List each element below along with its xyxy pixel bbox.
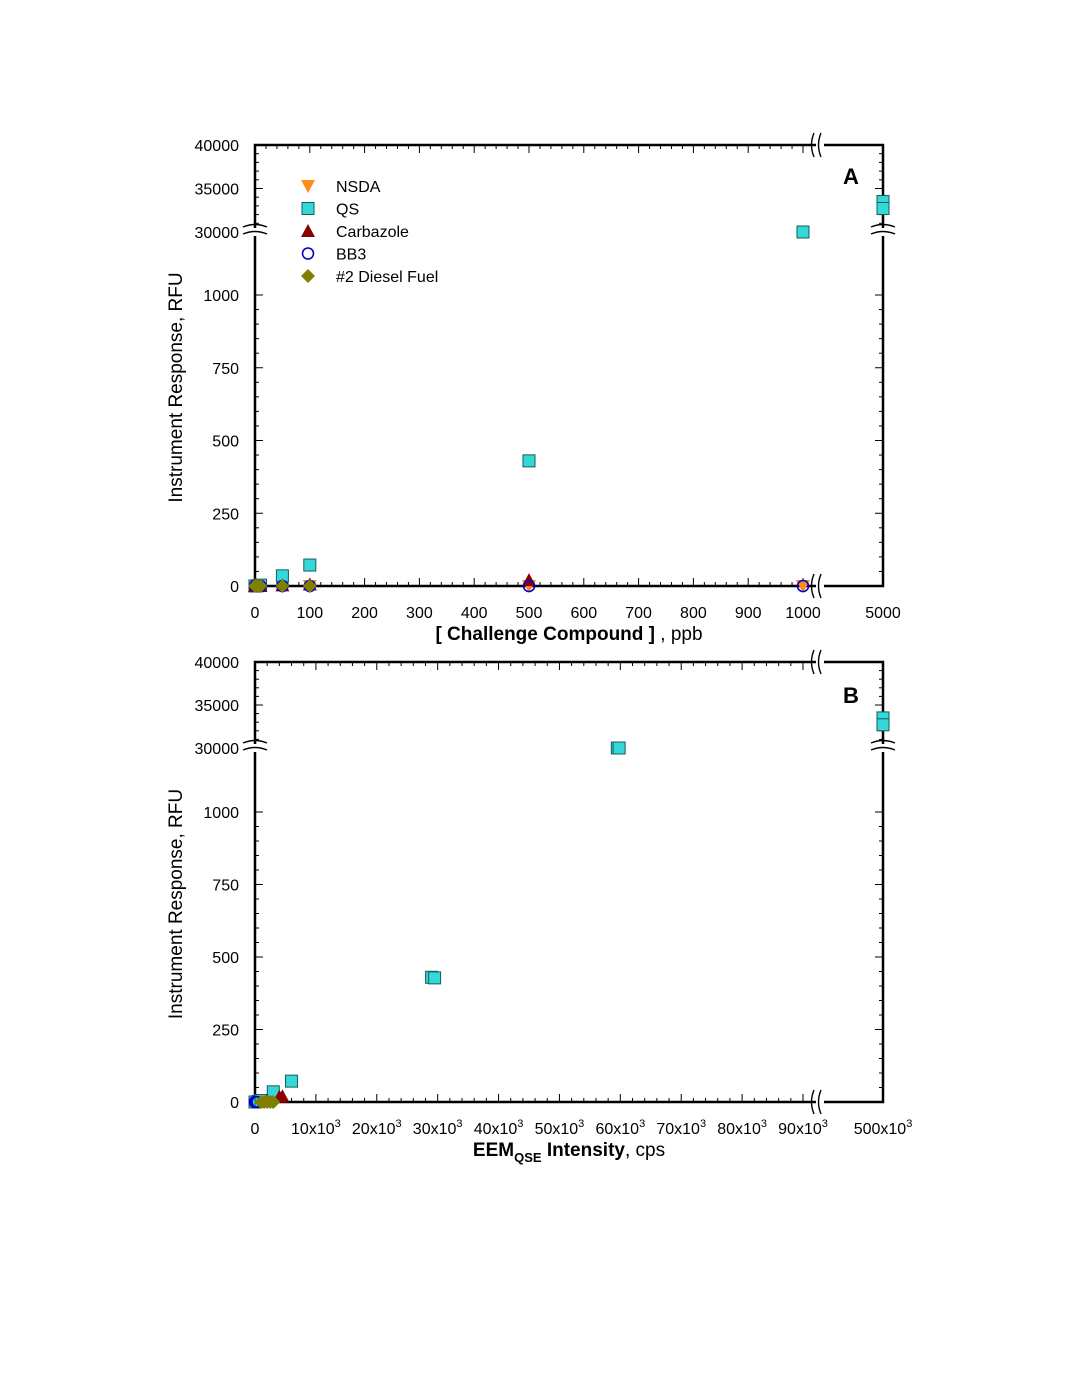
x-axis-break-bottom: [810, 573, 824, 599]
x-tick-label: 600: [570, 605, 597, 622]
plot-frame: [253, 143, 885, 588]
x-tick-label: 300: [406, 605, 433, 622]
x-tick-label: 500x103: [854, 1118, 913, 1138]
y-tick-label: 35000: [195, 182, 240, 199]
data-point: [796, 225, 810, 239]
chart-panel-a: 0 250 500 750 1000 30000 35000 40000 0 100 200 300 4…: [166, 132, 901, 645]
x-tick-label: 5000: [865, 605, 901, 622]
panel-letter: A: [843, 164, 859, 189]
x-tick-label: 1000: [785, 605, 821, 622]
data-point: [275, 579, 290, 593]
x-tick-label: 50x103: [535, 1118, 585, 1138]
legend-marker: [301, 269, 315, 283]
x-tick-label: 100: [296, 605, 323, 622]
data-point: [522, 573, 536, 587]
y-tick-label: 35000: [195, 698, 240, 715]
data-point: [876, 718, 890, 732]
legend-marker: [301, 247, 315, 260]
x-tick-label: 60x103: [595, 1118, 645, 1138]
y-tick-label: 30000: [195, 741, 240, 758]
data-point: [612, 741, 626, 755]
x-tick-label: 900: [735, 605, 762, 622]
data-point: [522, 579, 536, 593]
y-tick-label: 1000: [203, 288, 239, 305]
legend-label: #2 Diesel Fuel: [336, 269, 438, 286]
data-point: [796, 580, 810, 593]
x-tick-label: 80x103: [717, 1118, 767, 1138]
y-tick-label: 750: [212, 361, 239, 378]
x-axis-title: EEMQSE Intensity, cps: [473, 1140, 665, 1165]
y-tick-label: 0: [230, 579, 239, 596]
x-tick-label: 800: [680, 605, 707, 622]
data-point: [253, 579, 268, 593]
x-tick-label: 40x103: [474, 1118, 524, 1138]
x-axis-break-top: [810, 649, 824, 675]
x-tick-label: 70x103: [656, 1118, 706, 1138]
y-tick-label: 30000: [195, 225, 240, 242]
data-point: [302, 579, 317, 593]
chart-panel-b: 0 250 500 750 1000 30000 35000 40000 0 10x103 20x1…: [166, 649, 913, 1165]
x-tick-label: 700: [625, 605, 652, 622]
x-tick-label: 90x103: [778, 1118, 828, 1138]
y-tick-label: 250: [212, 506, 239, 523]
y-axis-break-right: [870, 739, 896, 752]
y-tick-label: 40000: [195, 138, 240, 155]
legend-label: Carbazole: [336, 224, 409, 241]
legend-label: NSDA: [336, 179, 381, 196]
x-tick-label: 500: [516, 605, 543, 622]
x-tick-label: 10x103: [291, 1118, 341, 1138]
y-axis-title: Instrument Response, RFU: [166, 789, 187, 1019]
panel-letter: B: [843, 683, 859, 708]
legend-label: QS: [336, 202, 359, 219]
legend-marker: [301, 180, 315, 193]
series--2-diesel-fuel: [254, 1095, 281, 1109]
data-point: [303, 558, 317, 572]
x-tick-label: 200: [351, 605, 378, 622]
legend-label: BB3: [336, 247, 366, 264]
x-axis-break-bottom: [810, 1089, 824, 1115]
y-tick-label: 1000: [203, 805, 239, 822]
y-tick-label: 500: [212, 434, 239, 451]
y-tick-label: 40000: [195, 655, 240, 672]
data-point: [796, 579, 810, 593]
x-axis-break-top: [810, 132, 824, 158]
series-carbazole: [248, 573, 536, 592]
y-tick-label: 750: [212, 878, 239, 895]
data-point: [522, 454, 536, 468]
y-axis-break-left: [242, 739, 268, 752]
x-tick-label: 20x103: [352, 1118, 402, 1138]
x-tick-label: 0: [251, 605, 260, 622]
data-point: [428, 971, 442, 985]
legend: NSDA QS Carbazole BB3 #2 Diesel Fuel: [301, 179, 438, 286]
plot-frame: [253, 660, 885, 1104]
y-axis-title: Instrument Response, RFU: [166, 272, 187, 502]
series--2-diesel-fuel: [248, 579, 317, 593]
data-point: [876, 202, 890, 216]
y-tick-label: 500: [212, 950, 239, 967]
y-axis-break-left: [242, 223, 268, 236]
data-point: [275, 1089, 290, 1103]
x-tick-label: 0: [251, 1121, 260, 1138]
legend-marker: [301, 224, 315, 237]
x-tick-label: 400: [461, 605, 488, 622]
x-tick-label: 30x103: [413, 1118, 463, 1138]
data-point: [285, 1074, 299, 1088]
series-qs: [248, 711, 890, 1109]
legend-marker: [301, 202, 315, 215]
y-axis-break-right: [870, 223, 896, 236]
x-axis-title: [ Challenge Compound ] , ppb: [435, 624, 702, 645]
data-point: [266, 1095, 281, 1109]
y-tick-label: 0: [230, 1095, 239, 1112]
y-tick-label: 250: [212, 1023, 239, 1040]
